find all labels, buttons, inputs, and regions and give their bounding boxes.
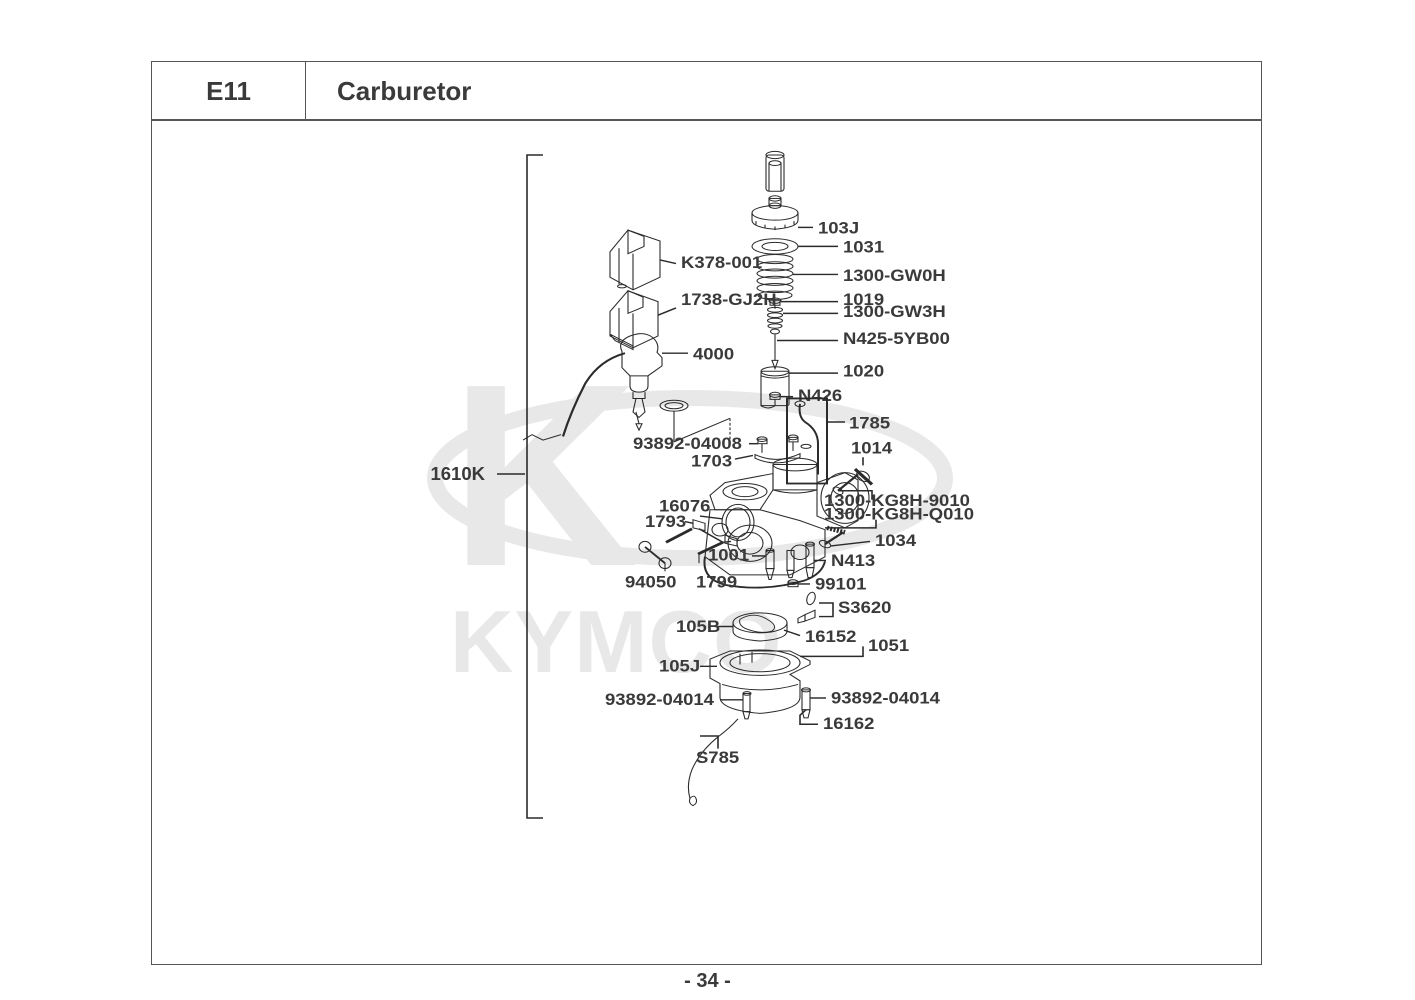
svg-text:N413: N413 (831, 551, 875, 570)
svg-text:94050: 94050 (625, 572, 677, 591)
svg-text:1020: 1020 (843, 362, 884, 381)
svg-text:1793: 1793 (645, 512, 686, 531)
svg-text:16162: 16162 (823, 714, 875, 733)
svg-text:93892-04014: 93892-04014 (831, 688, 940, 707)
svg-text:S785: S785 (696, 748, 739, 767)
svg-text:1738-GJ2H: 1738-GJ2H (681, 290, 777, 309)
svg-text:1300-GW0H: 1300-GW0H (843, 266, 946, 285)
svg-text:1703: 1703 (691, 451, 732, 470)
svg-text:N425-5YB00: N425-5YB00 (843, 329, 950, 348)
svg-text:1034: 1034 (875, 531, 916, 550)
svg-text:S3620: S3620 (838, 598, 892, 617)
svg-text:93892-04008: 93892-04008 (633, 434, 742, 453)
svg-text:1300-KG8H-Q010: 1300-KG8H-Q010 (824, 505, 974, 524)
svg-text:1785: 1785 (849, 413, 890, 432)
svg-text:1610K: 1610K (430, 463, 485, 484)
svg-text:4000: 4000 (693, 344, 734, 363)
svg-text:1014: 1014 (851, 438, 892, 457)
svg-text:16152: 16152 (805, 627, 857, 646)
svg-text:105J: 105J (659, 657, 700, 676)
svg-text:1001: 1001 (708, 545, 749, 564)
svg-text:103J: 103J (818, 219, 859, 238)
svg-text:KYMCO: KYMCO (450, 592, 783, 691)
svg-text:1051: 1051 (868, 636, 909, 655)
svg-text:1300-GW3H: 1300-GW3H (843, 302, 946, 321)
svg-text:93892-04014: 93892-04014 (605, 690, 714, 709)
svg-text:99101: 99101 (815, 574, 867, 593)
svg-text:105B: 105B (676, 617, 720, 636)
svg-text:1031: 1031 (843, 238, 884, 257)
svg-text:K378-001: K378-001 (681, 253, 762, 272)
svg-text:1799: 1799 (696, 572, 737, 591)
